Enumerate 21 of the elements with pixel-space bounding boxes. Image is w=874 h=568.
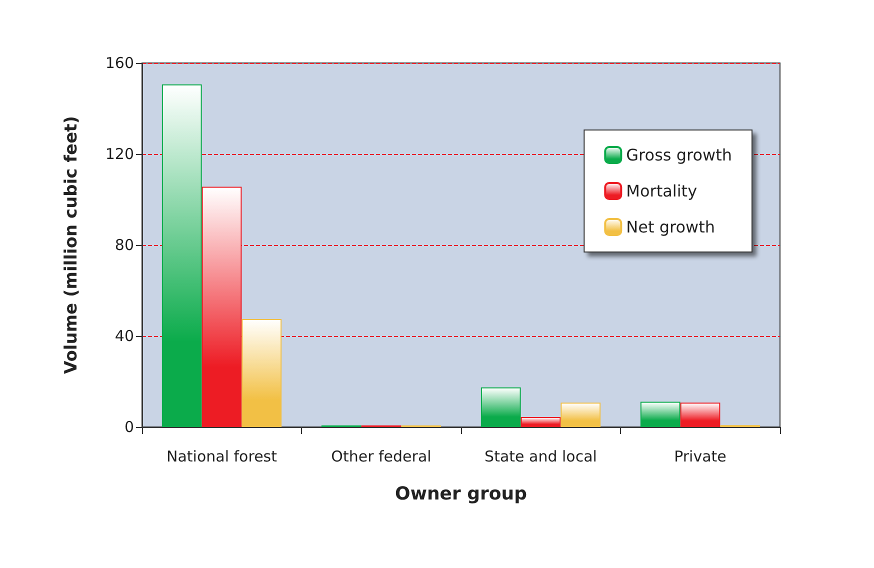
legend-label: Mortality	[626, 182, 698, 200]
x-axis-title: Owner group	[395, 484, 528, 504]
y-tick-label: 0	[124, 418, 134, 436]
bar	[520, 416, 561, 427]
bar	[640, 402, 680, 427]
bar	[162, 84, 202, 427]
x-tick-label: National forest	[166, 448, 278, 466]
y-tick-label: 160	[105, 54, 134, 72]
bar	[560, 402, 601, 427]
bar	[680, 402, 720, 427]
legend-label: Net growth	[626, 218, 715, 236]
x-tick-label: Other federal	[331, 448, 432, 466]
y-tick-label: 120	[105, 145, 134, 163]
bar	[480, 387, 521, 427]
bar	[242, 318, 282, 427]
y-tick-label: 40	[114, 327, 134, 345]
y-tick-label: 80	[114, 236, 134, 254]
x-tick-label: Private	[674, 448, 726, 466]
y-axis-title: Volume (million cubic feet)	[62, 116, 82, 374]
x-tick-label: State and local	[484, 448, 597, 466]
legend-label: Gross growth	[626, 146, 732, 164]
